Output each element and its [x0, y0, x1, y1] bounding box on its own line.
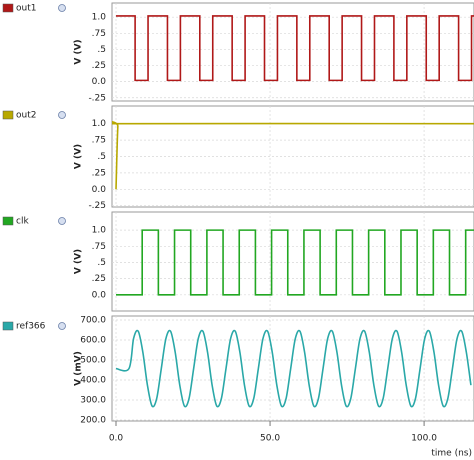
- legend-swatch: [2, 216, 14, 226]
- y-tick-label: .75: [92, 242, 106, 252]
- y-tick-label: .5: [97, 258, 106, 268]
- legend-swatch: [2, 110, 14, 120]
- x-tick-label: 100.0: [411, 434, 437, 444]
- y-tick-label: 0.0: [92, 290, 107, 300]
- waveform: [112, 121, 474, 190]
- signal-options[interactable]: [58, 322, 66, 330]
- y-tick-label: 500.0: [80, 356, 106, 366]
- y-tick-label: 0.0: [92, 185, 107, 195]
- x-tick-label: 50.0: [260, 434, 280, 444]
- plot-area: [111, 2, 474, 102]
- y-tick-label: .5: [97, 152, 106, 162]
- waveform: [115, 329, 472, 408]
- legend-swatch: [2, 321, 14, 331]
- y-tick-label: .25: [92, 274, 106, 284]
- y-tick-label: 300.0: [80, 396, 106, 406]
- x-tick-label: 0.0: [109, 434, 124, 444]
- y-axis-label: V (V): [74, 144, 84, 169]
- y-axis-label: V (mV): [74, 351, 84, 386]
- y-axis-label: V (V): [74, 249, 84, 274]
- y-tick-label: 1.0: [92, 13, 107, 23]
- y-tick-label: .5: [97, 45, 106, 55]
- signal-options[interactable]: [58, 217, 66, 225]
- y-tick-label: .25: [92, 168, 106, 178]
- legend-label: clk: [16, 217, 29, 227]
- waveform: [116, 229, 474, 296]
- y-tick-label: 200.0: [80, 416, 106, 426]
- y-tick-label: 1.0: [92, 226, 107, 236]
- y-tick-label: 700.0: [80, 316, 106, 326]
- y-axis-label: V (V): [74, 39, 84, 64]
- y-tick-label: -.25: [88, 93, 106, 103]
- y-tick-label: 400.0: [80, 376, 106, 386]
- y-tick-label: 1.0: [92, 119, 107, 129]
- y-tick-label: 0.0: [92, 77, 107, 87]
- legend-swatch: [2, 3, 14, 13]
- waveform: [116, 15, 474, 82]
- y-tick-label: .25: [92, 61, 106, 71]
- y-tick-label: -.25: [88, 201, 106, 211]
- legend-label: ref366: [16, 322, 46, 332]
- legend-label: out2: [16, 111, 36, 121]
- signal-options[interactable]: [58, 4, 66, 12]
- y-tick-label: 600.0: [80, 336, 106, 346]
- plot-area: [111, 211, 474, 312]
- y-tick-label: .75: [92, 136, 106, 146]
- legend-label: out1: [16, 4, 36, 14]
- signal-options[interactable]: [58, 111, 66, 119]
- y-tick-label: .75: [92, 29, 106, 39]
- x-axis-label: time (ns): [431, 449, 472, 459]
